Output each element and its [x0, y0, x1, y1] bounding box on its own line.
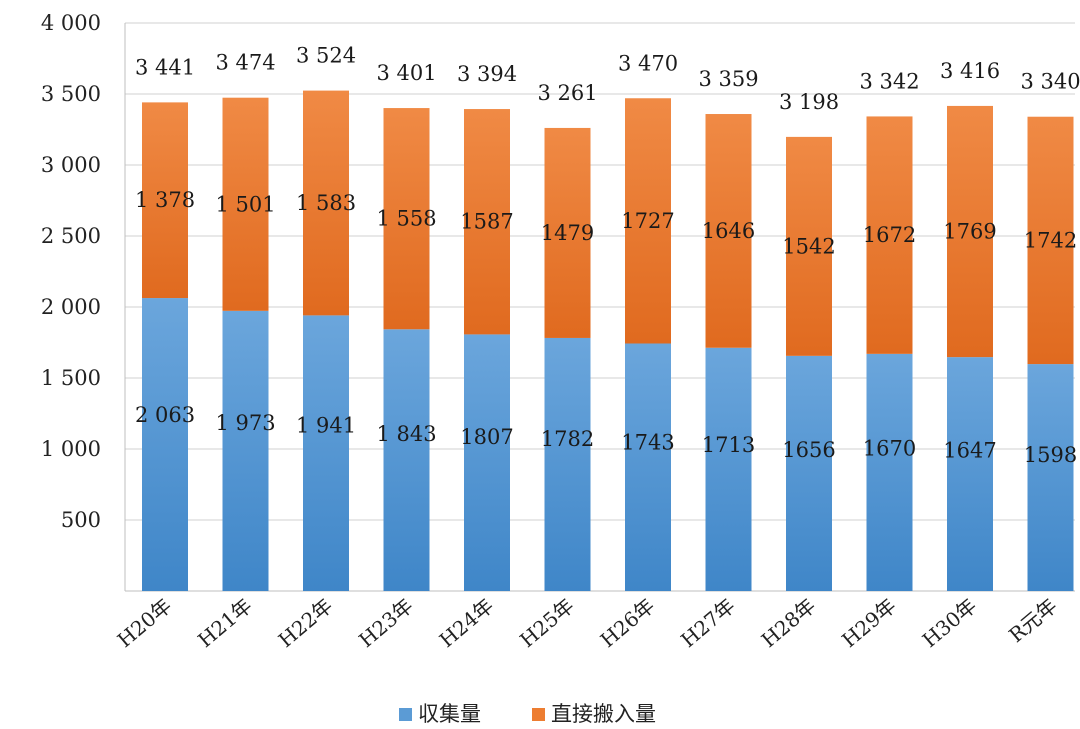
data-label-direct: 1646: [702, 219, 755, 243]
x-tick-label: H29年: [837, 593, 901, 652]
data-label-direct: 1672: [863, 223, 916, 247]
x-tick-label: H21年: [193, 593, 257, 652]
data-label-direct: 1 501: [215, 192, 275, 216]
legend-swatch-direct: [532, 708, 545, 721]
bar-direct: [383, 108, 430, 330]
bar-collection: [142, 298, 188, 591]
bar-direct: [1027, 116, 1074, 365]
data-label-total: 3 359: [698, 67, 758, 91]
data-label-direct: 1 378: [135, 188, 195, 212]
data-label-collection: 1807: [460, 425, 513, 449]
data-label-collection: 1647: [943, 439, 996, 463]
bar-direct: [625, 98, 671, 344]
gridlines: [125, 22, 1075, 521]
bar-collection: [222, 310, 269, 591]
legend-label-direct: 直接搬入量: [551, 702, 656, 726]
bar-collection: [947, 357, 993, 591]
y-tick-label: 3 000: [41, 153, 101, 177]
data-label-collection: 1 973: [215, 411, 275, 435]
x-tick-label: H22年: [274, 593, 338, 652]
bar-collection: [383, 329, 430, 591]
data-label-total: 3 524: [296, 44, 356, 68]
y-tick-label: 2 000: [41, 295, 101, 319]
bar-collection: [866, 353, 913, 591]
bar-direct: [222, 97, 269, 311]
bar-direct: [705, 114, 752, 348]
bar-collection: [625, 343, 671, 591]
legend-swatch-collection: [399, 708, 412, 721]
bar-direct: [544, 127, 591, 338]
y-tick-label: 4 000: [41, 11, 101, 35]
bar-direct: [303, 90, 349, 316]
data-label-collection: 1782: [541, 427, 594, 451]
bar-direct: [786, 136, 832, 356]
x-tick-label: H20年: [113, 593, 177, 652]
y-tick-label: 1 500: [41, 366, 101, 390]
x-tick-label: R元年: [1004, 593, 1062, 647]
bar-direct: [947, 105, 993, 358]
data-label-collection: 1670: [863, 437, 916, 461]
bar-collection: [303, 315, 349, 591]
data-label-direct: 1742: [1024, 228, 1077, 252]
bar-collection: [786, 355, 832, 591]
bar-collection: [1027, 364, 1074, 591]
data-labels: 2 063 1 378 3 441 1 973 1 501 3 474 1 941 1 583…: [135, 44, 1080, 467]
y-tick-label: 3 500: [41, 82, 101, 106]
data-label-direct: 1587: [460, 210, 513, 234]
data-label-direct: 1 558: [376, 207, 436, 231]
x-tick-label: H23年: [354, 593, 418, 652]
bar-collection: [705, 347, 752, 591]
bars: [142, 90, 1074, 591]
bar-collection: [544, 337, 591, 591]
data-label-collection: 1743: [621, 430, 674, 454]
x-tick-label: H24年: [435, 593, 499, 652]
data-label-total: 3 401: [376, 61, 436, 85]
y-tick-label: 1 000: [41, 437, 101, 461]
legend-label-collection: 収集量: [418, 702, 481, 726]
bar-direct: [464, 109, 510, 335]
data-label-collection: 1656: [782, 438, 835, 462]
data-label-total: 3 394: [457, 62, 517, 86]
data-label-total: 3 340: [1020, 70, 1080, 94]
data-label-total: 3 470: [618, 51, 678, 75]
x-tick-label: H30年: [918, 593, 982, 652]
y-tick-label: 2 500: [41, 224, 101, 248]
data-label-collection: 1 843: [376, 422, 436, 446]
data-label-direct: 1542: [782, 234, 835, 258]
y-tick-label: 500: [61, 508, 101, 532]
data-label-direct: 1727: [621, 209, 674, 233]
legend: 収集量 直接搬入量: [399, 702, 656, 726]
x-tick-label: H25年: [515, 593, 579, 652]
data-label-collection: 1 941: [296, 414, 356, 438]
data-label-direct: 1 583: [296, 191, 356, 215]
data-label-total: 3 261: [537, 81, 597, 105]
x-tick-label: H27年: [676, 593, 740, 652]
data-label-collection: 1598: [1024, 443, 1077, 467]
data-label-total: 3 342: [859, 69, 919, 93]
data-label-total: 3 198: [779, 90, 839, 114]
data-label-collection: 1713: [702, 433, 755, 457]
data-label-direct: 1479: [541, 221, 594, 245]
data-label-direct: 1769: [943, 220, 996, 244]
bar-collection: [464, 334, 510, 591]
data-label-total: 3 416: [940, 59, 1000, 83]
x-tick-label: H26年: [596, 593, 660, 652]
data-label-collection: 2 063: [135, 403, 195, 427]
x-tick-label: H28年: [757, 593, 821, 652]
data-label-total: 3 474: [215, 51, 275, 75]
bar-direct: [866, 116, 913, 354]
data-label-total: 3 441: [135, 55, 195, 79]
bar-direct: [142, 102, 188, 299]
